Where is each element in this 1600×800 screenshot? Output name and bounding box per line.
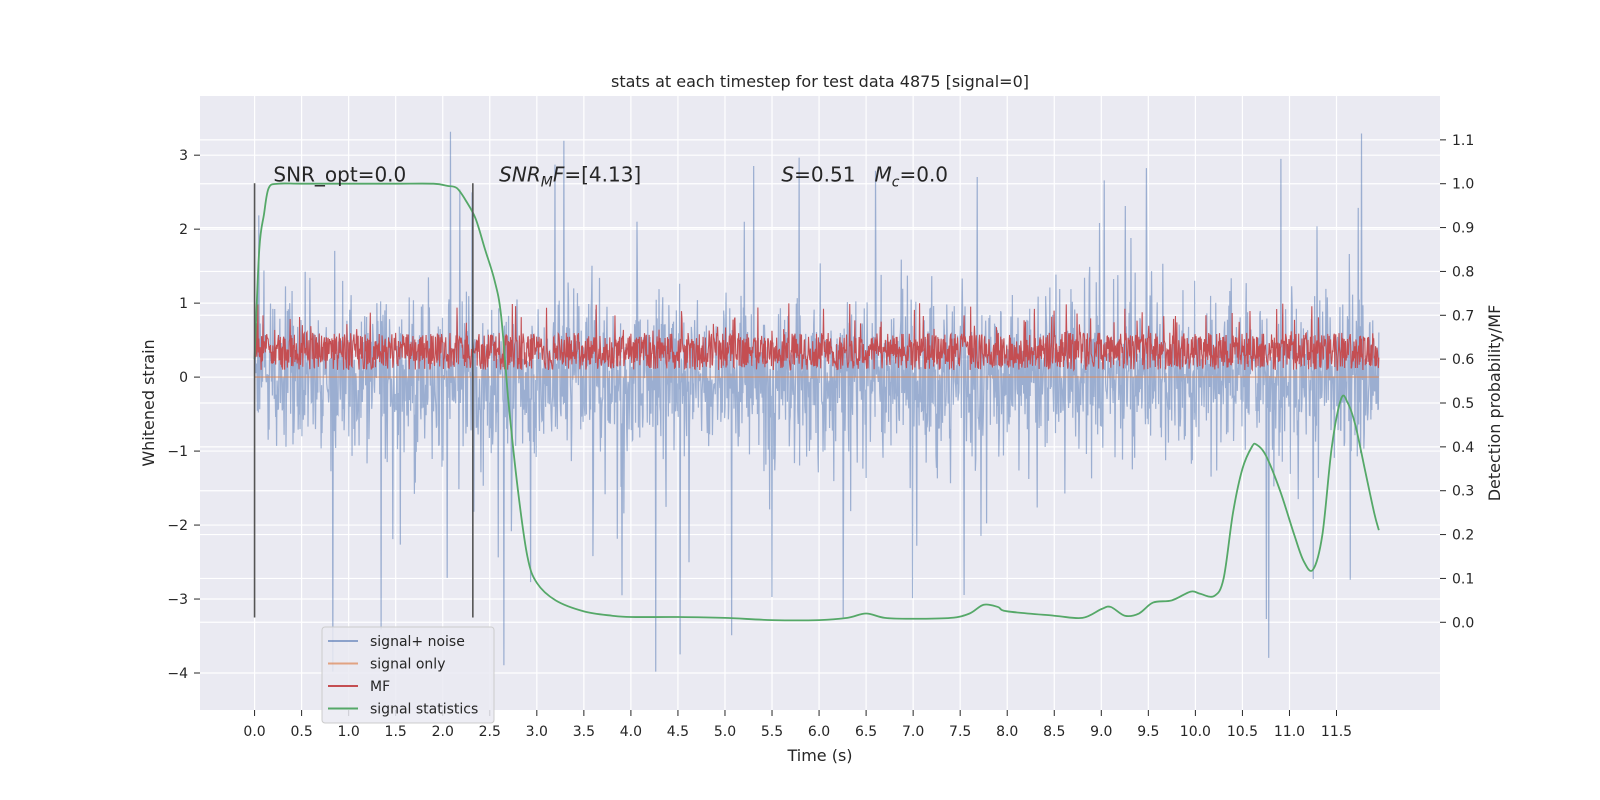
legend-label-0: signal+ noise	[370, 634, 465, 650]
x-tick-label-6: 3.0	[526, 724, 548, 740]
y-right-tick-label-9: 0.2	[1452, 528, 1474, 544]
y-right-tick-label-1: 1.0	[1452, 177, 1474, 193]
x-axis-label: Time (s)	[786, 746, 852, 765]
x-axis-ticks: 0.0 0.5 1.0 1.5 2.0 2.5 3.0 3.5 4.0 4.5 5.0 5.5 6.0 6…	[243, 710, 1352, 740]
legend-label-2: MF	[370, 679, 390, 695]
y-right-tick-label-10: 0.1	[1452, 571, 1474, 587]
x-tick-label-17: 8.5	[1043, 724, 1065, 740]
y-axis-left-ticks: 3 2 1 0 −1 −2 −3 −4	[167, 148, 200, 682]
x-tick-label-9: 4.5	[667, 724, 689, 740]
y-left-tick-label-6: −3	[167, 592, 188, 608]
y-right-tick-label-11: 0.0	[1452, 615, 1474, 631]
x-tick-label-22: 11.0	[1274, 724, 1305, 740]
y-left-tick-label-3: 0	[179, 370, 188, 386]
annotations: SNR_opt=0.0 SNRMF=[4.13] S=0.51 Mc=0.0	[273, 163, 948, 191]
x-tick-label-21: 10.5	[1227, 724, 1258, 740]
x-tick-label-19: 9.5	[1137, 724, 1159, 740]
x-tick-label-8: 4.0	[620, 724, 642, 740]
x-tick-label-5: 2.5	[479, 724, 501, 740]
x-tick-label-13: 6.5	[855, 724, 877, 740]
y-left-tick-label-1: 2	[179, 222, 188, 238]
x-tick-label-12: 6.0	[808, 724, 830, 740]
y-right-tick-label-5: 0.6	[1452, 352, 1474, 368]
annotation-2: S=0.51 Mc=0.0	[781, 163, 948, 191]
x-tick-label-7: 3.5	[573, 724, 595, 740]
y-axis-right-label: Detection probability/MF	[1485, 305, 1504, 502]
x-tick-label-4: 2.0	[432, 724, 454, 740]
y-right-tick-label-8: 0.3	[1452, 484, 1474, 500]
y-right-tick-label-7: 0.4	[1452, 440, 1474, 456]
y-left-tick-label-7: −4	[167, 666, 188, 682]
x-tick-label-23: 11.5	[1321, 724, 1352, 740]
annotation-0: SNR_opt=0.0	[273, 163, 406, 187]
y-right-tick-label-3: 0.8	[1452, 264, 1474, 280]
x-tick-label-1: 0.5	[290, 724, 312, 740]
chart-title: stats at each timestep for test data 487…	[611, 72, 1029, 91]
legend-label-1: signal only	[370, 657, 445, 673]
series-line-mf	[254, 303, 1380, 372]
x-tick-label-14: 7.0	[902, 724, 924, 740]
y-left-tick-label-2: 1	[179, 296, 188, 312]
y-right-tick-label-2: 0.9	[1452, 221, 1474, 237]
annotation-1: SNRMF=[4.13]	[499, 163, 641, 191]
x-tick-label-16: 8.0	[996, 724, 1018, 740]
x-tick-label-15: 7.5	[949, 724, 971, 740]
y-right-tick-label-4: 0.7	[1452, 308, 1474, 324]
y-left-tick-label-5: −2	[167, 518, 188, 534]
x-tick-label-3: 1.5	[385, 724, 407, 740]
legend-label-3: signal statistics	[370, 702, 478, 718]
y-right-tick-label-6: 0.5	[1452, 396, 1474, 412]
x-tick-label-20: 10.0	[1180, 724, 1211, 740]
x-tick-label-18: 9.0	[1090, 724, 1112, 740]
y-left-tick-label-4: −1	[167, 444, 188, 460]
y-axis-right-ticks: 1.1 1.0 0.9 0.8 0.7 0.6 0.5 0.4 0.3 0.2 0.1 0.0	[1440, 133, 1474, 631]
series-mf	[254, 303, 1380, 372]
x-tick-label-2: 1.0	[338, 724, 360, 740]
y-axis-left-label: Whitened strain	[139, 339, 158, 466]
series-signal-statistics	[253, 182, 1380, 622]
y-right-tick-label-0: 1.1	[1452, 133, 1474, 149]
series-line-signal-statistics	[253, 182, 1380, 622]
vertical-markers	[253, 183, 474, 618]
legend-box	[321, 626, 495, 724]
x-tick-label-11: 5.5	[761, 724, 783, 740]
x-tick-label-10: 5.0	[714, 724, 736, 740]
legend: signal+ noise signal only MF signal statist…	[321, 626, 495, 724]
y-left-tick-label-0: 3	[179, 148, 188, 164]
x-tick-label-0: 0.0	[243, 724, 265, 740]
